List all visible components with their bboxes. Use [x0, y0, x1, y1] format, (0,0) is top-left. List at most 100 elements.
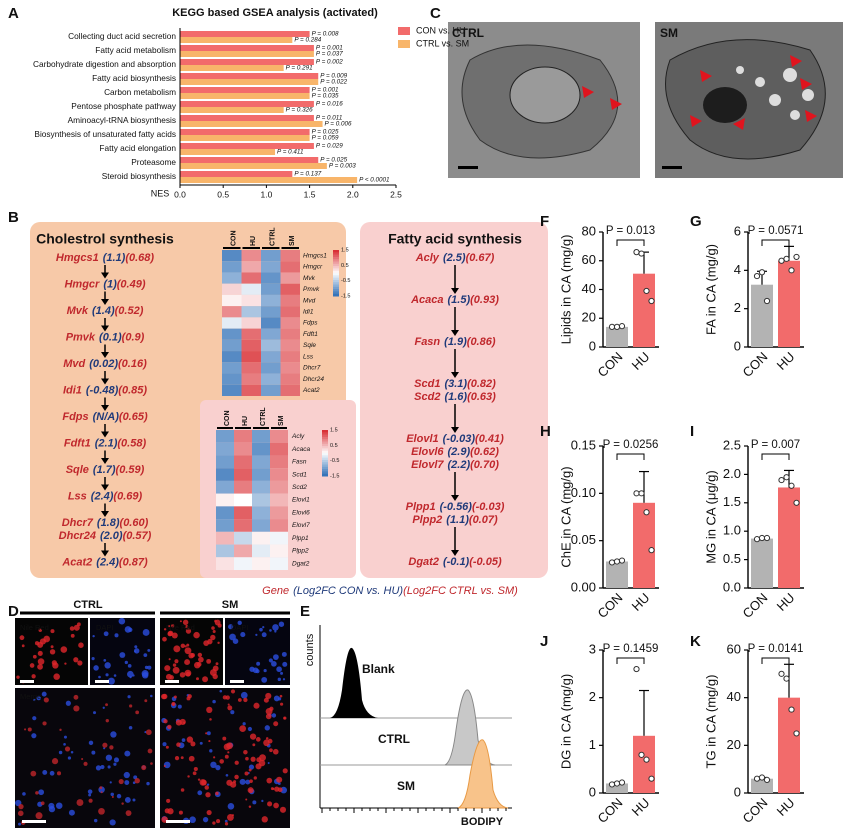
- cell-dot: [37, 650, 43, 656]
- cell-dot: [83, 761, 88, 766]
- gene-line: Elovl1 (-0.03)(0.41): [406, 433, 504, 445]
- heatmap-cell: [241, 317, 261, 329]
- cell-dot: [77, 660, 83, 666]
- heatmap-cell: [270, 544, 288, 558]
- data-point: [648, 547, 655, 554]
- cell-dot: [103, 631, 109, 637]
- p-label: P = 0.016: [316, 101, 343, 108]
- heatmap-column-label: SM: [289, 235, 296, 246]
- flow-histograms: [319, 625, 512, 809]
- heatmap-cell: [234, 493, 252, 507]
- cell-dot: [255, 633, 258, 636]
- cell-dot: [278, 621, 285, 627]
- cell-dot: [150, 762, 153, 765]
- cell-dot: [174, 659, 179, 664]
- arrow-head: [101, 272, 109, 279]
- colorbar-segment: [333, 284, 339, 288]
- cell-dot: [99, 786, 103, 790]
- cell-dot: [56, 771, 62, 776]
- fatty-acid-box: [360, 222, 548, 578]
- cell-dot: [243, 749, 248, 755]
- data-point: [783, 675, 790, 682]
- category-label: Aminoacyl-tRNA biosynthesis: [68, 115, 176, 125]
- p-annotation: P = 0.0256: [603, 439, 659, 451]
- y-tick-label: 60: [727, 641, 741, 656]
- cell-dot: [143, 653, 148, 657]
- cell-dot: [185, 628, 192, 634]
- significance-bracket: [616, 657, 645, 664]
- cell-dot: [165, 745, 169, 749]
- gene-con_hu: (1.1): [446, 514, 469, 526]
- heatmap-cell: [234, 519, 252, 532]
- cell-dot: [40, 801, 45, 806]
- gene-ctrl_sm: (0.62): [470, 446, 499, 458]
- p-label: P = 0.009: [320, 73, 347, 80]
- heatmap-cell: [222, 283, 242, 295]
- p-label: P = 0.284: [294, 37, 321, 44]
- cell-dot: [73, 624, 80, 631]
- cell-dot: [186, 696, 191, 701]
- y-axis-label: MG in CA (μg/g): [703, 470, 718, 563]
- gene-line: Mvk (1.4)(0.52): [67, 305, 144, 317]
- cell-dot: [277, 697, 282, 701]
- cell-dot: [187, 775, 190, 778]
- legend-footer: Gene (Log2FC CON vs. HU)(Log2FC CTRL vs. …: [262, 585, 518, 597]
- heatmap-cell: [261, 283, 281, 295]
- curve-label: SM: [397, 779, 415, 793]
- cell-dot: [42, 769, 48, 775]
- arrow-head: [101, 484, 109, 491]
- cell-dot: [134, 650, 137, 653]
- y-axis-label: counts: [304, 633, 316, 666]
- gene-ctrl_sm: (0.87): [119, 556, 148, 568]
- heatmap-cell: [234, 468, 252, 481]
- bar: [180, 79, 319, 85]
- cell-dot: [261, 676, 268, 683]
- heatmap-cell: [216, 468, 234, 481]
- cell-dot: [103, 659, 107, 662]
- bar: [180, 107, 284, 113]
- cell-dot: [144, 699, 148, 703]
- scale-bar: [230, 680, 244, 683]
- cell-dot: [210, 761, 217, 769]
- cell-dot: [38, 628, 43, 633]
- cell-dot: [32, 716, 37, 721]
- p-label: P = 0.006: [325, 121, 352, 128]
- cell-dot: [31, 733, 37, 739]
- scale-bar: [95, 680, 109, 683]
- gene-ctrl_sm: (0.86): [467, 336, 496, 348]
- legend-swatch: [398, 40, 410, 48]
- y-tick-label: 4: [734, 262, 741, 277]
- data-point: [778, 670, 785, 677]
- panel-label: D: [8, 603, 19, 620]
- heatmap-cell: [241, 250, 261, 262]
- gene-ctrl_sm: (0.63): [467, 391, 496, 403]
- data-point: [608, 559, 616, 566]
- bar: [180, 37, 293, 43]
- cell-dot: [110, 731, 117, 738]
- x-tick-label: HU: [774, 349, 798, 373]
- cell-dot: [244, 771, 249, 776]
- cell-dot: [18, 803, 24, 810]
- cell-dot: [33, 698, 36, 702]
- cell-dot: [23, 728, 27, 731]
- cell-dot: [109, 745, 114, 750]
- cell-dot: [239, 725, 247, 732]
- heatmap-cell: [252, 480, 270, 494]
- x-tick-label: 1.5: [304, 189, 316, 199]
- colorbar-tick-label: -1.5: [330, 473, 339, 479]
- cell-dot: [250, 756, 256, 762]
- cell-dot: [222, 695, 228, 700]
- cell-dot: [267, 762, 270, 765]
- cell-dot: [247, 787, 254, 794]
- gene-con_hu: (2.2): [448, 459, 471, 471]
- cell-dot: [265, 713, 272, 720]
- gene-con_hu: (1.5): [448, 294, 471, 306]
- heatmap-cell: [280, 306, 300, 318]
- gene-con_hu: (3.1): [444, 378, 467, 390]
- p-label: P = 0.035: [312, 93, 339, 100]
- data-point: [778, 257, 785, 264]
- bar: [180, 87, 310, 93]
- gene-ctrl_sm: (0.59): [116, 464, 145, 476]
- colorbar-segment: [322, 432, 328, 436]
- cell-dot: [274, 630, 277, 633]
